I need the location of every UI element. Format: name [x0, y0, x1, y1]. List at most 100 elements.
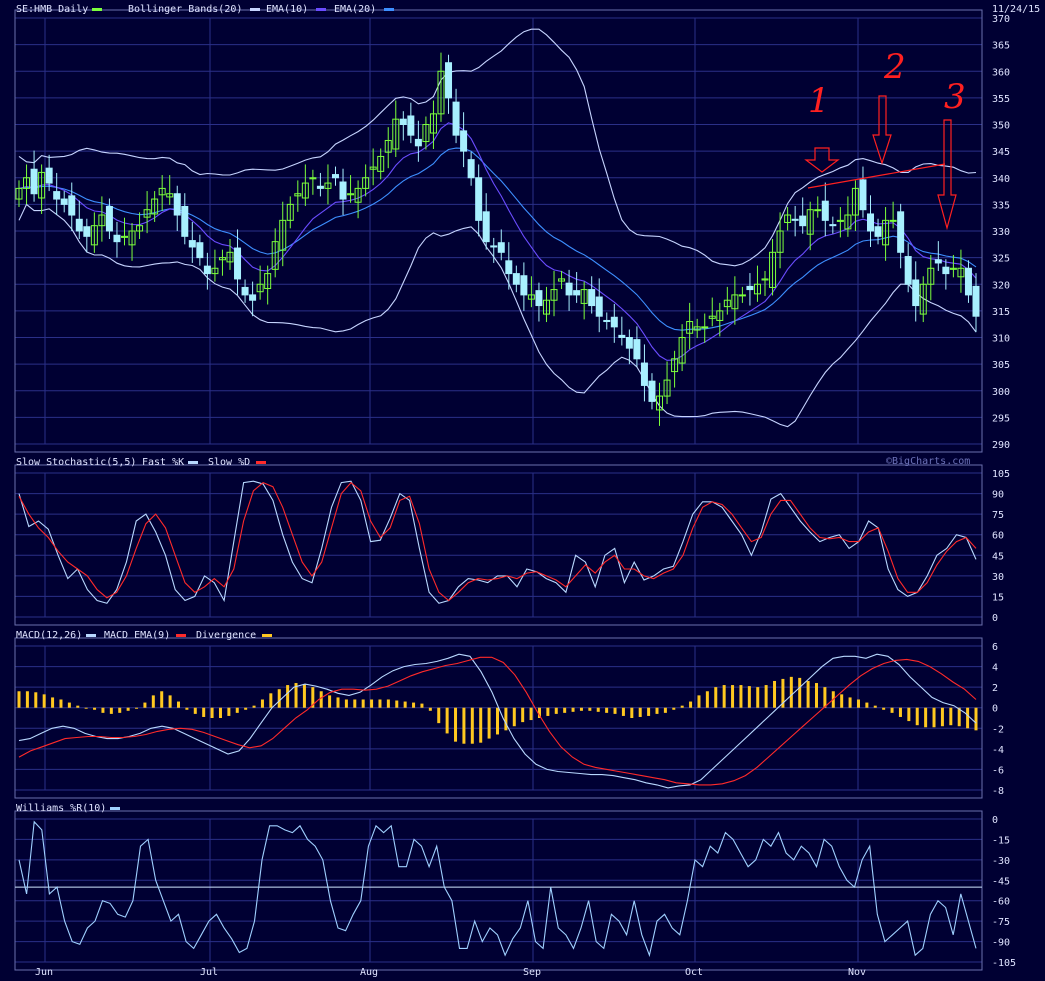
- divergence-bar: [789, 676, 793, 708]
- candle-body: [693, 326, 701, 331]
- macd-y-tick: -2: [992, 724, 1004, 735]
- candle-body: [98, 214, 106, 227]
- divergence-bar: [370, 699, 374, 708]
- divergence-bar: [714, 687, 718, 708]
- annotation-3: 3: [944, 77, 966, 117]
- divergence-bar: [705, 691, 709, 708]
- divergence-bar: [412, 702, 416, 708]
- stochastic-panel: 0 15 30 45 60 75 90 105: [14, 464, 1010, 626]
- divergence-bar: [244, 707, 248, 710]
- bollinger-label: Bollinger Bands(20): [128, 4, 242, 15]
- price-y-tick: 300: [992, 387, 1010, 398]
- divergence-bar: [722, 685, 726, 708]
- macd-line: [18, 653, 977, 789]
- macd-ema-label: MACD EMA(9): [104, 630, 170, 641]
- candle-body: [196, 242, 204, 259]
- divergence-bar: [840, 694, 844, 708]
- divergence-bar: [454, 707, 458, 742]
- bollinger-swatch: [250, 8, 260, 11]
- candle-body: [113, 234, 121, 243]
- price-y-tick: 370: [992, 14, 1010, 25]
- candle-body: [889, 219, 897, 222]
- price-y-tick: 330: [992, 227, 1010, 238]
- bollinger-lower-line: [18, 203, 977, 428]
- williams-panel: -105 -90 -75 -60 -45 -30 -15 0: [14, 810, 1016, 971]
- candle-body: [241, 286, 249, 296]
- candle-body: [181, 206, 189, 237]
- candle-body: [957, 267, 965, 278]
- divergence-bar: [420, 703, 424, 708]
- price-y-tick: 340: [992, 174, 1010, 185]
- divergence-bar: [924, 707, 928, 728]
- divergence-bar: [563, 707, 567, 713]
- x-tick-jul: Jul: [200, 967, 218, 978]
- candle-body: [422, 124, 430, 143]
- divergence-bar: [109, 707, 113, 714]
- divergence-bar: [67, 702, 71, 708]
- ema10-swatch: [316, 8, 326, 11]
- divergence-bar: [957, 707, 961, 727]
- ema20-label: EMA(20): [334, 4, 376, 15]
- candle-body: [490, 245, 498, 248]
- candle-body: [964, 267, 972, 296]
- arrow-3-icon: [937, 119, 957, 231]
- divergence-bar: [898, 707, 902, 717]
- divergence-bar: [93, 707, 97, 710]
- divergence-bar: [823, 687, 827, 708]
- candle-body: [656, 395, 664, 411]
- candle-body: [475, 177, 483, 221]
- watermark: ©BigCharts.com: [886, 456, 970, 467]
- candle-body: [460, 130, 468, 152]
- stoch-d-swatch: [256, 461, 266, 464]
- annotations: 1 2 3: [804, 47, 966, 231]
- candle-body: [882, 219, 890, 246]
- divergence-bar: [655, 707, 659, 714]
- candle-body: [166, 193, 174, 198]
- candle-body: [143, 209, 151, 218]
- divergence-bar: [177, 701, 180, 708]
- candle-body: [671, 358, 679, 373]
- candle-body: [377, 155, 385, 172]
- divergence-bar: [966, 707, 970, 729]
- divergence-bar: [621, 707, 625, 716]
- divergence-bar: [940, 707, 944, 727]
- divergence-bar: [42, 694, 46, 708]
- divergence-bar: [51, 697, 55, 708]
- divergence-bar: [17, 691, 21, 708]
- x-tick-sep: Sep: [523, 967, 541, 978]
- macd-y-tick: -8: [992, 786, 1004, 797]
- divergence-bar: [798, 677, 802, 708]
- divergence-bar: [571, 707, 575, 712]
- date-label: 11/24/15: [992, 4, 1040, 15]
- ema10-label: EMA(10): [266, 4, 308, 15]
- williams-y-tick: -60: [992, 897, 1010, 908]
- candle-body: [362, 177, 370, 189]
- candle-body: [316, 185, 324, 189]
- divergence-bar: [680, 705, 684, 708]
- divergence-bar: [773, 680, 777, 708]
- candle-body: [294, 193, 302, 197]
- divergence-bar: [185, 707, 189, 710]
- candle-body: [769, 251, 777, 288]
- divergence-bar: [328, 695, 332, 708]
- candle-body: [467, 159, 475, 179]
- candle-body: [226, 251, 234, 263]
- candle-body: [595, 296, 603, 317]
- divergence-bar: [512, 707, 516, 727]
- divergence-bar: [470, 707, 474, 744]
- divergence-bar: [378, 699, 382, 708]
- candle-body: [784, 214, 792, 223]
- candle-body: [753, 283, 761, 295]
- divergence-bar: [59, 699, 63, 708]
- williams-y-tick: -15: [992, 835, 1010, 846]
- divergence-bar: [764, 685, 768, 708]
- candle-body: [264, 273, 272, 290]
- candle-body: [912, 279, 920, 307]
- divergence-bar: [462, 707, 466, 744]
- candle-body: [927, 267, 935, 285]
- divergence-bar: [311, 687, 315, 708]
- stoch-k-label: Fast %K: [142, 457, 184, 468]
- annotation-1: 1: [808, 81, 830, 121]
- candle-body: [867, 213, 875, 232]
